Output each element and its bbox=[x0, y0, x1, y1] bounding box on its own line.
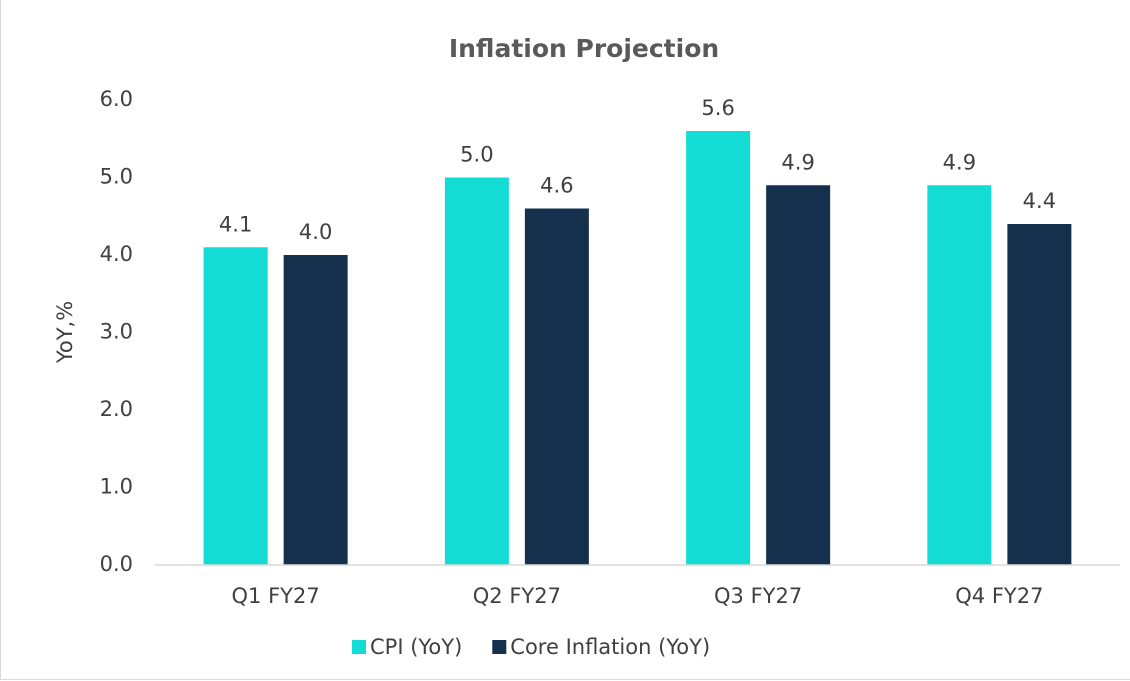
data-label: 4.4 bbox=[1023, 189, 1056, 213]
y-axis-label: YoY,% bbox=[53, 301, 77, 364]
x-tick-label: Q3 FY27 bbox=[714, 584, 802, 608]
data-label: 5.0 bbox=[460, 143, 493, 167]
data-label: 4.9 bbox=[781, 150, 814, 174]
y-tick-label: 2.0 bbox=[100, 397, 133, 421]
bar bbox=[444, 177, 509, 565]
bar bbox=[766, 185, 831, 565]
data-label: 5.6 bbox=[701, 96, 734, 120]
data-label: 4.9 bbox=[943, 150, 976, 174]
x-tick-label: Q2 FY27 bbox=[473, 584, 561, 608]
legend-swatch bbox=[492, 640, 507, 654]
bar bbox=[1007, 224, 1072, 565]
legend-label: Core Inflation (YoY) bbox=[510, 635, 710, 659]
bar bbox=[927, 185, 992, 565]
bar bbox=[686, 131, 751, 565]
data-label: 4.0 bbox=[299, 220, 332, 244]
y-tick-label: 4.0 bbox=[100, 242, 133, 266]
x-tick-label: Q1 FY27 bbox=[232, 584, 320, 608]
legend-swatch bbox=[352, 640, 366, 654]
bar bbox=[524, 208, 589, 565]
y-tick-label: 0.0 bbox=[100, 552, 133, 576]
x-tick-label: Q4 FY27 bbox=[955, 584, 1043, 608]
y-tick-label: 5.0 bbox=[100, 165, 133, 189]
y-tick-label: 1.0 bbox=[100, 475, 133, 499]
bar bbox=[203, 247, 268, 565]
chart-title: Inflation Projection bbox=[449, 34, 719, 63]
legend-label: CPI (YoY) bbox=[370, 635, 462, 659]
y-tick-label: 3.0 bbox=[100, 320, 133, 344]
data-label: 4.6 bbox=[540, 174, 573, 198]
bar bbox=[283, 255, 348, 565]
y-tick-label: 6.0 bbox=[100, 87, 133, 111]
data-label: 4.1 bbox=[219, 212, 252, 236]
